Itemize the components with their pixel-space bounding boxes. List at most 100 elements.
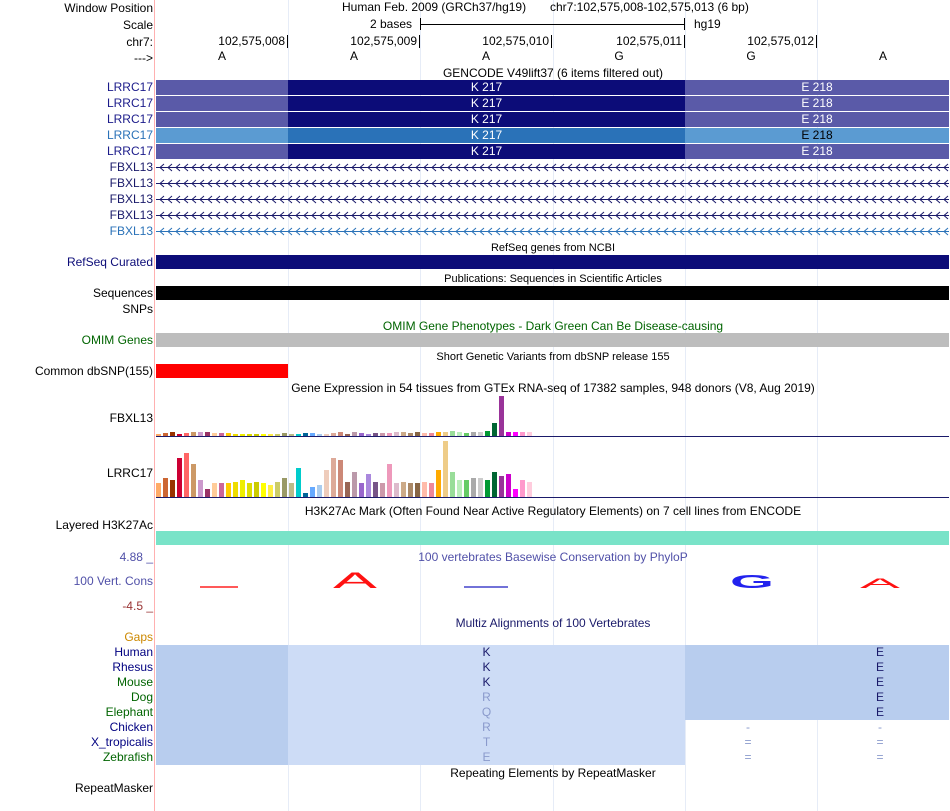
gtex-bar-lrrc17[interactable]: [464, 480, 469, 497]
gtex-bar-lrrc17[interactable]: [485, 480, 490, 497]
sequences-label[interactable]: Sequences: [92, 286, 153, 300]
multiz-codon[interactable]: T: [288, 735, 685, 750]
gtex-bar-fbxl13[interactable]: [338, 432, 343, 436]
multiz-gap-right[interactable]: =: [876, 735, 884, 749]
gtex-bar-fbxl13[interactable]: [436, 432, 441, 436]
gtex-bar-fbxl13[interactable]: [198, 432, 203, 436]
multiz-block-right[interactable]: [685, 660, 949, 675]
dbsnp-variant-bar[interactable]: [156, 364, 288, 378]
gtex-bar-lrrc17[interactable]: [212, 483, 217, 497]
gtex-bar-lrrc17[interactable]: [366, 474, 371, 497]
gtex-bar-lrrc17[interactable]: [177, 458, 182, 497]
gtex-bar-fbxl13[interactable]: [247, 434, 252, 436]
species-label[interactable]: Chicken: [109, 720, 153, 734]
multiz-block[interactable]: [156, 660, 288, 675]
lrrc17-utr-block[interactable]: [156, 112, 288, 127]
multiz-block[interactable]: [156, 675, 288, 690]
multiz-block-right[interactable]: [685, 645, 949, 660]
species-label[interactable]: X_tropicalis: [90, 735, 153, 749]
gtex-bar-lrrc17[interactable]: [156, 483, 161, 497]
lrrc17-codon-k217[interactable]: K 217: [288, 144, 685, 159]
gtex-bar-fbxl13[interactable]: [506, 432, 511, 436]
multiz-codon[interactable]: R: [288, 690, 685, 705]
gtex-bar-lrrc17[interactable]: [415, 483, 420, 497]
gtex-gene-fbxl13[interactable]: FBXL13: [109, 411, 153, 425]
gtex-bar-lrrc17[interactable]: [478, 478, 483, 497]
omim-gene-bar[interactable]: [156, 333, 949, 347]
multiz-gap-right[interactable]: =: [876, 750, 884, 764]
gtex-bar-lrrc17[interactable]: [345, 482, 350, 497]
gtex-bar-fbxl13[interactable]: [310, 433, 315, 436]
lrrc17-transcript-label[interactable]: LRRC17: [106, 112, 153, 126]
lrrc17-utr-block[interactable]: [156, 80, 288, 95]
gtex-bar-lrrc17[interactable]: [226, 483, 231, 497]
gtex-bar-lrrc17[interactable]: [289, 483, 294, 497]
gtex-bar-lrrc17[interactable]: [331, 458, 336, 497]
multiz-codon-right[interactable]: E: [875, 660, 884, 674]
gtex-bar-fbxl13[interactable]: [345, 434, 350, 436]
multiz-block[interactable]: [156, 720, 288, 735]
gtex-bar-fbxl13[interactable]: [170, 432, 175, 436]
lrrc17-utr-block[interactable]: [156, 144, 288, 159]
repeatmasker-label[interactable]: RepeatMasker: [74, 781, 153, 795]
gtex-bar-fbxl13[interactable]: [478, 432, 483, 436]
multiz-block-right[interactable]: [685, 705, 949, 720]
gtex-bar-fbxl13[interactable]: [457, 432, 462, 436]
multiz-codon[interactable]: K: [288, 675, 685, 690]
gtex-bar-fbxl13[interactable]: [366, 434, 371, 436]
gtex-bar-fbxl13[interactable]: [163, 433, 168, 436]
gtex-bar-lrrc17[interactable]: [492, 472, 497, 497]
conservation-plot[interactable]: A G A: [156, 566, 950, 592]
lrrc17-transcript-label[interactable]: LRRC17: [106, 128, 153, 142]
lrrc17-codon-k217[interactable]: K 217: [288, 112, 685, 127]
lrrc17-codon-k217[interactable]: K 217: [288, 80, 685, 95]
gtex-bar-fbxl13[interactable]: [233, 434, 238, 436]
gtex-bar-lrrc17[interactable]: [352, 472, 357, 497]
fbxl13-transcript-label[interactable]: FBXL13: [109, 224, 153, 238]
multiz-block[interactable]: [156, 645, 288, 660]
gtex-bar-fbxl13[interactable]: [268, 434, 273, 436]
gtex-bar-fbxl13[interactable]: [184, 433, 189, 436]
gtex-bar-lrrc17[interactable]: [429, 483, 434, 497]
gtex-bar-fbxl13[interactable]: [289, 434, 294, 436]
gtex-bar-lrrc17[interactable]: [163, 478, 168, 497]
gtex-bar-fbxl13[interactable]: [296, 434, 301, 436]
gtex-bar-lrrc17[interactable]: [282, 478, 287, 497]
gtex-bar-fbxl13[interactable]: [401, 432, 406, 436]
gtex-bar-fbxl13[interactable]: [387, 433, 392, 436]
gtex-bar-lrrc17[interactable]: [471, 478, 476, 497]
gtex-bar-fbxl13[interactable]: [324, 434, 329, 436]
multiz-codon[interactable]: E: [288, 750, 685, 765]
gtex-bar-fbxl13[interactable]: [380, 433, 385, 436]
gtex-bar-lrrc17[interactable]: [247, 483, 252, 497]
gtex-bar-lrrc17[interactable]: [338, 460, 343, 497]
multiz-codon[interactable]: R: [288, 720, 685, 735]
gtex-bar-lrrc17[interactable]: [506, 474, 511, 497]
gtex-bar-fbxl13[interactable]: [527, 432, 532, 436]
gtex-bar-lrrc17[interactable]: [303, 493, 308, 497]
multiz-gap-mid[interactable]: =: [744, 750, 752, 764]
lrrc17-transcript-label[interactable]: LRRC17: [106, 80, 153, 94]
gtex-bar-fbxl13[interactable]: [282, 433, 287, 436]
gtex-bar-fbxl13[interactable]: [359, 433, 364, 436]
gtex-bar-lrrc17[interactable]: [359, 483, 364, 497]
gtex-bar-fbxl13[interactable]: [415, 432, 420, 436]
gtex-bar-lrrc17[interactable]: [261, 483, 266, 497]
lrrc17-codon-k217[interactable]: K 217: [288, 128, 685, 143]
gtex-bar-fbxl13[interactable]: [352, 432, 357, 436]
gtex-bar-lrrc17[interactable]: [373, 482, 378, 497]
gtex-bar-fbxl13[interactable]: [205, 432, 210, 436]
multiz-codon[interactable]: K: [288, 645, 685, 660]
multiz-codon-right[interactable]: E: [875, 675, 884, 689]
lrrc17-codon-e218[interactable]: E 218: [685, 144, 949, 159]
fbxl13-intron-arrows[interactable]: [156, 162, 949, 173]
publication-sequence-bar[interactable]: [156, 286, 949, 300]
multiz-block[interactable]: [156, 735, 288, 750]
gtex-bar-fbxl13[interactable]: [373, 433, 378, 436]
species-label[interactable]: Mouse: [116, 675, 153, 689]
multiz-block-right[interactable]: [685, 690, 949, 705]
gtex-bar-fbxl13[interactable]: [254, 434, 259, 436]
multiz-codon[interactable]: Q: [288, 705, 685, 720]
gtex-bar-lrrc17[interactable]: [184, 453, 189, 497]
snps-label[interactable]: SNPs: [122, 302, 153, 316]
